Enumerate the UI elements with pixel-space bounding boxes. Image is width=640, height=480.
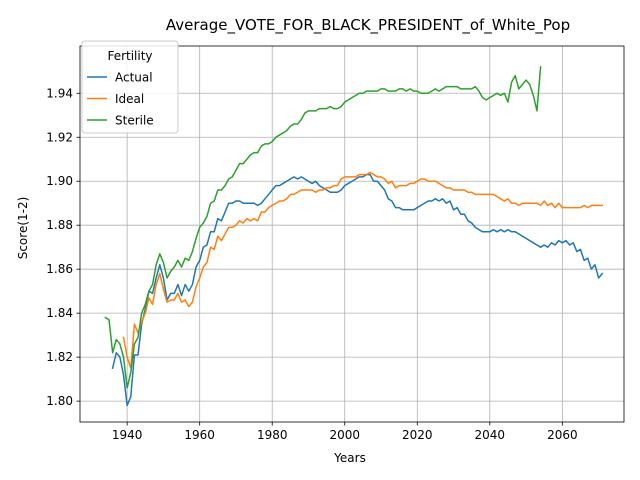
series-lines — [104, 66, 604, 407]
x-tick-label: 1940 — [112, 428, 143, 442]
y-tick-label: 1.88 — [46, 218, 73, 232]
y-tick-label: 1.94 — [46, 86, 73, 100]
x-tick-label: 2020 — [402, 428, 433, 442]
y-axis-label: Score(1-2) — [16, 197, 30, 260]
x-axis-ticks: 1940 1960 1980 2000 2020 2040 2060 — [112, 422, 578, 442]
x-tick-label: 1980 — [257, 428, 288, 442]
y-tick-label: 1.92 — [46, 130, 73, 144]
x-tick-label: 2000 — [329, 428, 360, 442]
legend: Fertility Actual Ideal Sterile — [81, 40, 179, 134]
legend-label-actual: Actual — [115, 71, 153, 85]
series-line-ideal — [122, 171, 603, 369]
series-line-actual — [111, 173, 604, 407]
legend-box — [81, 40, 179, 134]
chart-title: Average_VOTE_FOR_BLACK_PRESIDENT_of_Whit… — [166, 16, 570, 35]
y-tick-label: 1.82 — [46, 350, 73, 364]
y-tick-label: 1.80 — [46, 394, 73, 408]
y-tick-label: 1.90 — [46, 174, 73, 188]
legend-title: Fertility — [107, 49, 152, 63]
x-tick-label: 1960 — [184, 428, 215, 442]
x-tick-label: 2040 — [475, 428, 506, 442]
legend-label-ideal: Ideal — [115, 92, 144, 106]
x-axis-label: Years — [333, 451, 366, 465]
y-tick-label: 1.86 — [46, 262, 73, 276]
legend-label-sterile: Sterile — [115, 114, 154, 128]
plot-area — [79, 45, 625, 423]
legend-entries: Actual Ideal Sterile — [87, 71, 154, 128]
y-axis-ticks: 1.80 1.82 1.84 1.86 1.88 1.90 1.92 1.94 — [46, 86, 80, 408]
x-tick-label: 2060 — [547, 428, 578, 442]
y-tick-label: 1.84 — [46, 306, 73, 320]
series-line-sterile — [104, 66, 542, 389]
